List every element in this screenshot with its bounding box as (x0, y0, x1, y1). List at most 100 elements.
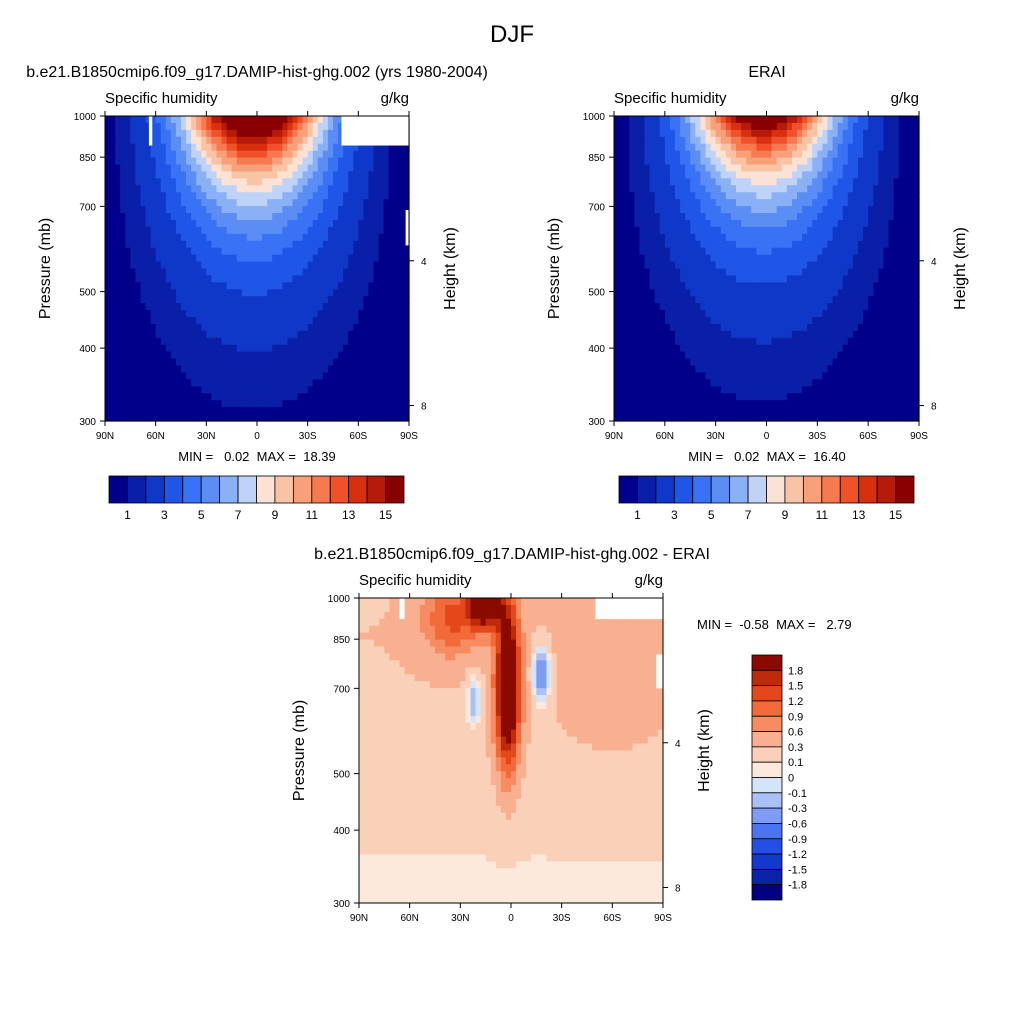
contour-cell (720, 213, 727, 221)
contour-cell (746, 296, 752, 304)
contour-cell (368, 337, 375, 346)
contour-cell (771, 310, 778, 318)
contour-cell (669, 344, 676, 353)
contour-cell (898, 226, 905, 235)
contour-cell (327, 372, 334, 381)
contour-cell (262, 254, 268, 263)
contour-cell (312, 330, 319, 339)
contour-cell (368, 386, 375, 394)
contour-cell (873, 240, 879, 249)
contour-cell (695, 143, 702, 152)
contour-cell (130, 386, 136, 394)
contour-cell (348, 323, 354, 332)
contour-cell (398, 365, 405, 374)
contour-cell (685, 157, 691, 166)
contour-cell (257, 254, 263, 263)
contour-cell (105, 379, 111, 387)
contour-cell (700, 337, 707, 346)
contour-cell (812, 268, 818, 277)
contour-cell (393, 226, 400, 235)
contour-cell (130, 337, 136, 346)
contour-cell (373, 171, 380, 179)
contour-cell (226, 143, 233, 152)
contour-cell (913, 206, 920, 214)
contour-cell (619, 303, 625, 311)
contour-cell (120, 192, 126, 200)
contour-cell (170, 268, 177, 277)
contour-cell (201, 240, 207, 249)
contour-cell (221, 323, 228, 332)
contour-cell (241, 372, 248, 381)
contour-cell (378, 330, 385, 339)
contour-cell (649, 213, 656, 221)
contour-cell (348, 303, 354, 311)
contour-cell (863, 323, 869, 332)
contour-cell (898, 344, 905, 353)
contour-cell (327, 407, 334, 415)
contour-cell (262, 351, 268, 360)
contour-cell (241, 400, 248, 408)
colorbar-label: 15 (379, 508, 393, 522)
contour-cell (639, 303, 646, 311)
contour-cell (649, 116, 656, 124)
contour-cell (348, 268, 354, 277)
contour-cell (700, 226, 707, 235)
contour-cell (797, 247, 803, 256)
contour-cell (837, 282, 844, 290)
contour-cell (297, 122, 304, 131)
contour-cell (393, 337, 400, 346)
contour-cell (221, 233, 228, 242)
contour-cell (257, 164, 263, 173)
contour-cell (751, 233, 757, 242)
contour-cell (725, 351, 732, 360)
contour-cell (883, 171, 890, 179)
contour-cell (614, 226, 620, 235)
contour-cell (120, 226, 126, 235)
contour-cell (317, 178, 324, 186)
contour-cell (393, 219, 400, 228)
contour-cell (241, 351, 248, 360)
contour-cell (878, 226, 885, 235)
contour-cell (746, 171, 752, 179)
contour-cell (695, 192, 702, 200)
contour-cell (368, 157, 375, 166)
contour-cell (868, 372, 874, 381)
contour-cell (297, 192, 304, 200)
contour-cell (893, 337, 900, 346)
contour-cell (145, 178, 152, 186)
contour-cell (852, 136, 859, 145)
contour-cell (741, 240, 747, 249)
y-tick-label: 850 (79, 153, 96, 164)
contour-cell (644, 275, 651, 283)
contour-cell (654, 116, 661, 124)
contour-cell (130, 344, 136, 353)
contour-cell (292, 351, 299, 360)
contour-cell (363, 351, 370, 360)
contour-cell (644, 150, 651, 159)
contour-cell (150, 414, 157, 422)
contour-cell (383, 143, 390, 152)
contour-cell (730, 344, 737, 353)
contour-cell (398, 379, 405, 387)
contour-cell (736, 310, 742, 318)
contour-cell (725, 268, 732, 277)
contour-cell (277, 365, 283, 374)
contour-cell (398, 261, 405, 270)
contour-cell (201, 178, 207, 186)
y-right-tick-label: 4 (421, 257, 427, 268)
contour-cell (150, 122, 157, 131)
contour-cell (858, 317, 864, 325)
contour-cell (659, 261, 666, 270)
contour-cell (786, 192, 793, 200)
contour-cell (257, 185, 263, 193)
contour-cell (741, 344, 747, 353)
contour-cell (639, 282, 646, 290)
contour-cell (105, 344, 111, 353)
contour-cell (715, 317, 722, 325)
contour-cell (659, 268, 666, 277)
contour-cell (140, 213, 147, 221)
contour-cell (277, 254, 283, 263)
contour-cell (812, 337, 818, 346)
contour-cell (333, 407, 339, 415)
contour-cell (373, 310, 380, 318)
